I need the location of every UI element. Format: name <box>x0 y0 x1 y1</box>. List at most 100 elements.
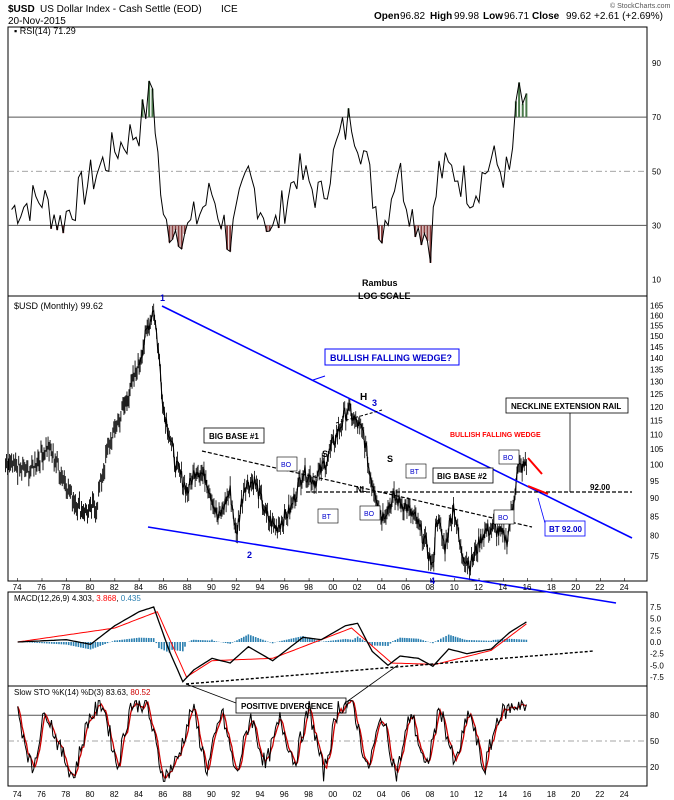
x-tick-label-price: 96 <box>280 583 289 592</box>
x-tick-label-bottom: 84 <box>134 790 143 799</box>
price-panel <box>7 295 648 582</box>
macd-legend: MACD(12,26,9) 4.303, 3.868, 0.435 <box>14 594 141 603</box>
hs-right-line <box>335 409 383 424</box>
macd-tick-label: 2.5 <box>650 626 662 635</box>
x-tick-label-bottom: 86 <box>158 790 167 799</box>
price-tick-label: 75 <box>650 552 659 561</box>
x-tick-label-bottom: 18 <box>547 790 556 799</box>
point-1-label: 1 <box>160 293 165 303</box>
macd-tick-label: 5.0 <box>650 615 662 624</box>
stoch-tick-label: 50 <box>650 737 659 746</box>
x-tick-label-bottom: 90 <box>207 790 216 799</box>
open-value: 96.82 <box>400 11 425 22</box>
bo-label-2: BO <box>364 511 375 518</box>
x-tick-label-price: 78 <box>61 583 70 592</box>
x-tick-label-price: 98 <box>304 583 313 592</box>
stoch-reference-lines <box>8 714 647 768</box>
x-tick-label-bottom: 04 <box>377 790 386 799</box>
price-tick-label: 110 <box>650 430 663 439</box>
rsi-tick-label: 10 <box>652 275 661 284</box>
macd-tick-label: 7.5 <box>650 603 662 612</box>
stoch-legend: Slow STO %K(14) %D(3) 83.63, 80.52 <box>14 688 151 697</box>
x-tick-label-price: 80 <box>86 583 95 592</box>
price-tick-label: 115 <box>650 416 663 425</box>
hs-left-shoulder-label: S <box>322 449 328 459</box>
wedge-upper-line <box>161 305 633 539</box>
bt-box-2 <box>405 463 427 479</box>
macd-panel <box>7 591 648 687</box>
price-tick-label: 130 <box>650 377 664 386</box>
high-value: 99.98 <box>454 11 479 22</box>
x-tick-label-bottom: 02 <box>353 790 362 799</box>
point-3-label: 3 <box>372 398 377 408</box>
small-wedge-lower <box>527 485 549 495</box>
wedge-lower-line <box>147 526 617 604</box>
stoch-tick-label: 80 <box>650 711 659 720</box>
neckline-label: NL <box>356 485 367 494</box>
macd-tick-label: -2.5 <box>650 650 664 659</box>
bt-label-1: BT <box>322 514 332 521</box>
price-tick-label: 90 <box>650 494 659 503</box>
bt-92-pointer <box>537 497 546 524</box>
price-tick-label: 85 <box>650 512 659 521</box>
neckline-rail-label: NECKLINE EXTENSION RAIL <box>511 402 621 411</box>
rsi-footer-scale: LOG SCALE <box>358 291 411 301</box>
price-y-axis: 1651601551501451401351301251201151101051… <box>650 302 664 561</box>
stoch-d-line <box>17 699 527 779</box>
x-tick-label-price: 06 <box>401 583 410 592</box>
x-tick-label-price: 18 <box>547 583 556 592</box>
x-tick-label-price: 94 <box>256 583 265 592</box>
price-tick-label: 80 <box>650 532 659 541</box>
x-axis-labels-price: 74 76 78 80 82 84 86 88 90 92 94 96 98 00 02 04 06 08 10 12… <box>13 578 629 592</box>
rsi-tick-label: 70 <box>652 113 661 122</box>
change-value: +2.61 (+2.69%) <box>594 11 663 22</box>
x-tick-label-bottom: 20 <box>571 790 580 799</box>
macd-tick-label: -5.0 <box>650 661 664 670</box>
bo-label-4: BO <box>503 455 514 462</box>
x-tick-label-bottom: 80 <box>86 790 95 799</box>
rsi-reference-lines <box>8 116 647 226</box>
rsi-panel <box>7 26 648 297</box>
rsi-tick-label: 50 <box>652 167 661 176</box>
x-tick-label-price: 92 <box>231 583 240 592</box>
price-tick-label: 95 <box>650 477 659 486</box>
price-tick-label: 125 <box>650 390 664 399</box>
x-tick-label-price: 22 <box>595 583 604 592</box>
x-tick-label-price: 76 <box>37 583 46 592</box>
watermark: © StockCharts.com <box>610 2 671 10</box>
x-axis-labels-bottom: 74 76 78 80 82 84 86 88 90 92 94 96 98 00 02 04 06 08 10 12… <box>13 790 629 799</box>
rsi-footer-author: Rambus <box>362 278 398 288</box>
open-label: Open <box>374 11 400 22</box>
x-tick-label-price: 24 <box>620 583 629 592</box>
bt-92-box <box>544 520 586 537</box>
x-tick-label-price: 20 <box>571 583 580 592</box>
x-tick-label-bottom: 96 <box>280 790 289 799</box>
chart-name: US Dollar Index - Cash Settle (EOD) <box>40 4 202 15</box>
bo-label-1: BO <box>281 462 292 469</box>
chart-date: 20-Nov-2015 <box>8 16 66 27</box>
macd-tick-label: 0.0 <box>650 638 662 647</box>
x-tick-label-price: 14 <box>498 583 507 592</box>
x-tick-label-bottom: 98 <box>304 790 313 799</box>
rsi-line <box>11 80 527 263</box>
price-tick-label: 145 <box>650 343 664 352</box>
x-tick-label-price: 84 <box>134 583 143 592</box>
x-tick-label-price: 04 <box>377 583 386 592</box>
bt-box-1 <box>317 508 339 524</box>
wedge-title: BULLISH FALLING WEDGE? <box>330 353 452 363</box>
price-tick-label: 150 <box>650 332 664 341</box>
x-tick-label-bottom: 12 <box>474 790 483 799</box>
bo-box-4 <box>498 449 520 465</box>
x-tick-label-price: 74 <box>13 583 22 592</box>
x-tick-label-price: 90 <box>207 583 216 592</box>
price-tick-label: 165 <box>650 302 664 311</box>
x-tick-label-price: 12 <box>474 583 483 592</box>
big-base-1-box <box>203 427 265 444</box>
small-wedge-label: BULLISH FALLING WEDGE <box>450 432 541 439</box>
price-tick-label: 140 <box>650 354 664 363</box>
divergence-pointer-right <box>344 664 399 704</box>
price-tick-label: 120 <box>650 403 664 412</box>
price-tick-label: 135 <box>650 365 664 374</box>
rsi-tick-label: 90 <box>652 59 661 68</box>
